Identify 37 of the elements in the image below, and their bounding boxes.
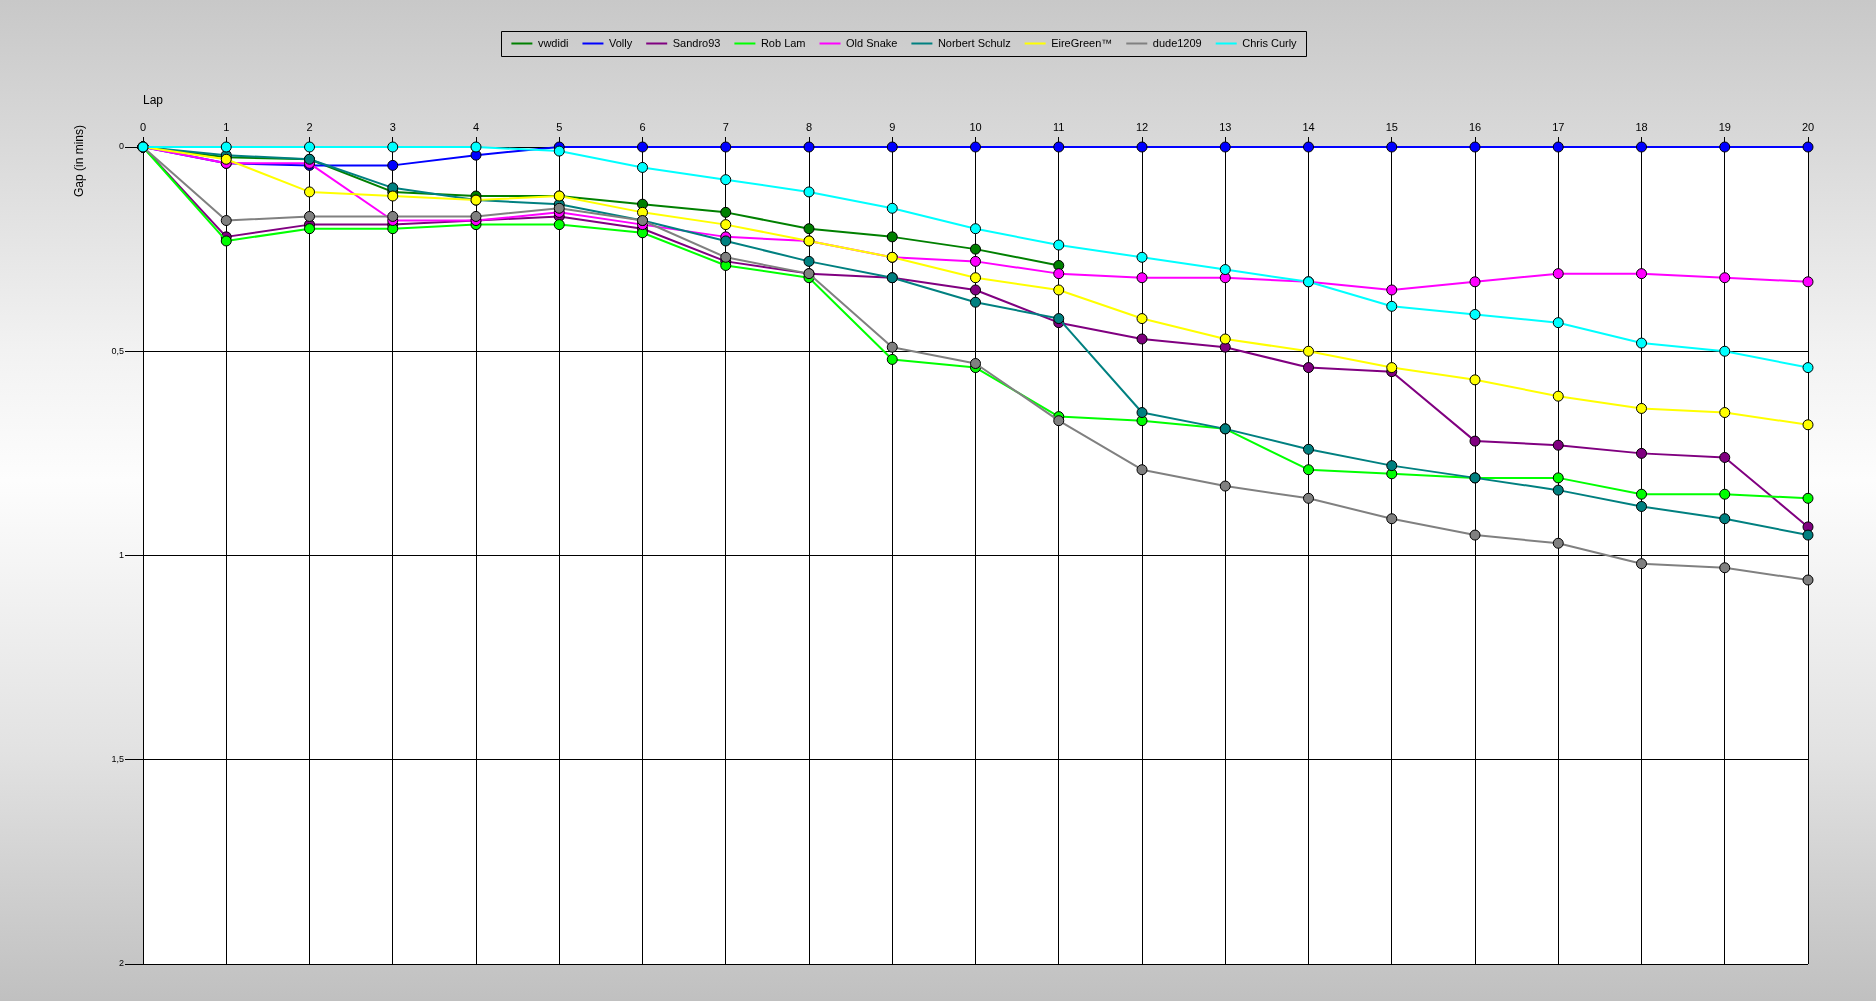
x-tick-label: 4 (472, 121, 480, 134)
x-tick-label: 15 (1385, 121, 1398, 134)
x-tick-label: 5 (556, 121, 563, 134)
y-tick-label: 0 (118, 141, 124, 152)
x-tick-label: 2 (306, 121, 313, 134)
x-axis-title: Lap (143, 92, 164, 107)
legend-label: vwdidi (537, 36, 569, 49)
x-tick-label: 14 (1302, 121, 1315, 134)
x-tick-label: 0 (139, 121, 147, 134)
y-tick-label: 1,5 (111, 754, 124, 765)
x-tick-label: 8 (805, 121, 813, 134)
legend-label: Rob Lam (760, 36, 806, 49)
x-tick-label: 17 (1552, 121, 1565, 134)
x-tick-label: 16 (1468, 121, 1482, 134)
x-tick-label: 20 (1801, 121, 1815, 134)
legend-label: Sandro93 (672, 36, 721, 49)
x-tick-label: 11 (1053, 121, 1065, 134)
legend-label: EireGreen™ (1051, 36, 1113, 49)
y-tick-label: 0,5 (111, 345, 124, 356)
x-tick-label: 1 (223, 121, 230, 134)
legend-label: Old Snake (846, 36, 898, 49)
y-tick-label: 2 (118, 958, 124, 969)
legend-label: Volly (608, 36, 633, 49)
y-tick-label: 1 (118, 549, 124, 560)
x-tick-label: 19 (1718, 121, 1731, 134)
x-tick-label: 13 (1219, 121, 1232, 134)
legend-label: Chris Curly (1242, 36, 1298, 49)
x-tick-label: 12 (1135, 121, 1149, 134)
x-tick-label: 18 (1635, 121, 1648, 134)
x-tick-label: 10 (969, 121, 982, 134)
legend-label: dude1209 (1152, 36, 1202, 49)
y-axis-title: Gap (in mins) (72, 124, 87, 198)
x-tick-label: 6 (639, 121, 646, 134)
x-tick-label: 3 (389, 121, 396, 134)
x-tick-label: 7 (722, 121, 729, 134)
x-tick-label: 9 (889, 121, 896, 134)
legend-label: Norbert Schulz (937, 36, 1011, 49)
